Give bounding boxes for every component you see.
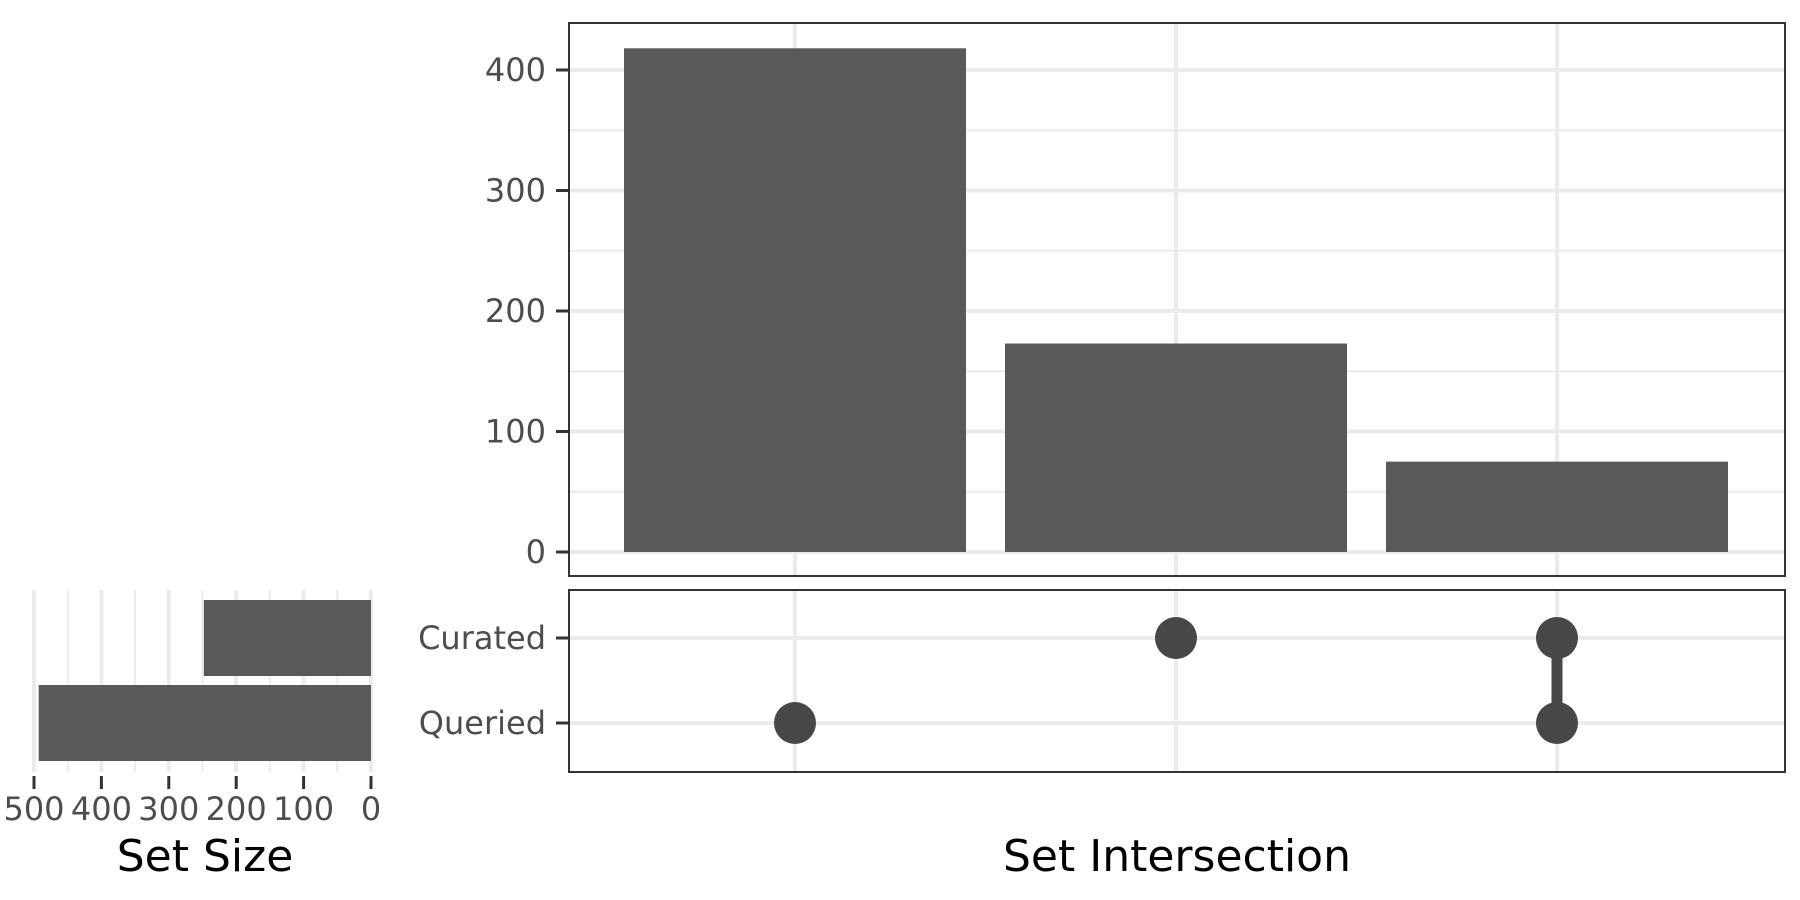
set-size-panel: 500 400 300 200 100 0 — [3, 590, 381, 828]
y-tick-label: 200 — [485, 292, 546, 330]
matrix-dot — [774, 702, 816, 744]
y-tick-label: 100 — [485, 413, 546, 451]
set-size-tick-label: 500 — [3, 790, 64, 828]
set-size-tick-label: 200 — [206, 790, 267, 828]
y-tick-label: 300 — [485, 172, 546, 210]
set-row-label: Curated — [418, 619, 546, 657]
intersection-matrix-panel: Curated Queried — [418, 589, 1786, 773]
matrix-panel-border — [568, 589, 1786, 773]
bar-panel-border — [568, 22, 1786, 577]
intersection-bar — [624, 48, 966, 553]
y-tick-label: 400 — [485, 51, 546, 89]
set-size-tick-label: 400 — [71, 790, 132, 828]
intersection-bar — [1005, 343, 1347, 552]
set-size-tick-label: 300 — [138, 790, 199, 828]
matrix-dot — [1155, 617, 1197, 659]
set-size-tick-label: 0 — [361, 790, 381, 828]
y-tick-label: 0 — [526, 533, 546, 571]
set-size-axis-title: Set Size — [117, 831, 294, 882]
intersection-bar — [1386, 461, 1728, 552]
set-row-label: Queried — [419, 704, 546, 742]
set-size-tick-label: 100 — [273, 790, 334, 828]
x-axis-title: Set Intersection — [1003, 831, 1351, 882]
set-size-bar — [38, 685, 372, 761]
intersection-bar-panel: 0 100 200 300 400 — [485, 22, 1786, 577]
set-size-bar — [203, 600, 371, 676]
matrix-dot — [1536, 617, 1578, 659]
matrix-dot — [1536, 702, 1578, 744]
